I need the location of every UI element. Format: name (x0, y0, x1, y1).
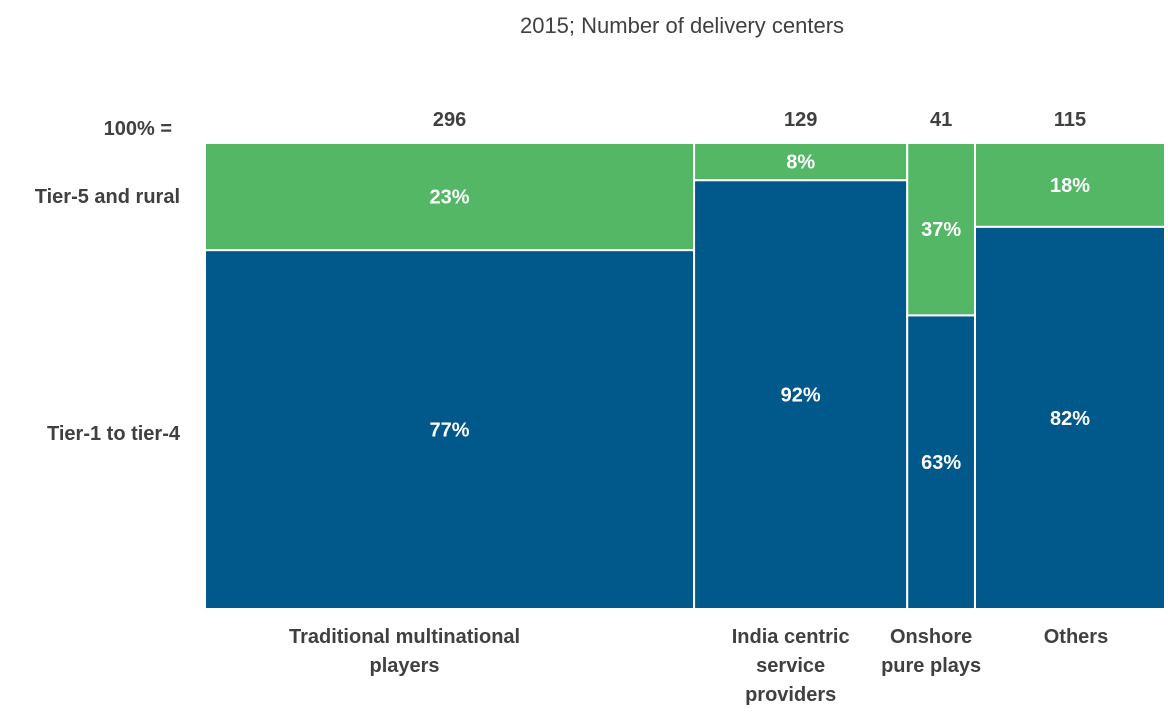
row-label-tier5-rural: Tier-5 and rural (35, 186, 180, 208)
segment-label-onshore-pure-plays-tier-5-and-rural: 37% (921, 219, 961, 241)
segment-traditional-multinational-players-tier-5-and-rural (204, 142, 696, 252)
total-label-india-centric-service-providers: 129 (784, 109, 817, 131)
segment-others-tier-1-to-tier-4 (973, 225, 1166, 610)
total-label-traditional-multinational-players: 296 (433, 109, 466, 131)
mekko-marks: 296 23% 77% Traditional multinational player… (204, 109, 1166, 706)
segment-label-others-tier-1-to-tier-4: 82% (1050, 408, 1090, 430)
segment-label-traditional-multinational-players-tier-5-and-rural: 23% (430, 187, 470, 209)
chart-subtitle: 2015; Number of delivery centers (520, 13, 844, 38)
category-label-traditional-multinational-players: Traditional multinational players (289, 626, 520, 677)
row-label-tier1-tier4: Tier-1 to tier-4 (47, 423, 181, 445)
segment-label-traditional-multinational-players-tier-1-to-tier-4: 77% (430, 420, 470, 442)
category-label-onshore-pure-plays: Onshore pure plays (881, 626, 981, 677)
segment-label-others-tier-5-and-rural: 18% (1050, 175, 1090, 197)
total-label-others: 115 (1054, 109, 1086, 131)
segment-india-centric-service-providers-tier-1-to-tier-4 (693, 179, 909, 610)
totals-prefix-label: 100% = (104, 118, 172, 140)
segment-label-onshore-pure-plays-tier-1-to-tier-4: 63% (921, 452, 961, 474)
segment-onshore-pure-plays-tier-1-to-tier-4 (906, 314, 976, 610)
segment-label-india-centric-service-providers-tier-5-and-rural: 8% (786, 152, 815, 174)
segment-label-india-centric-service-providers-tier-1-to-tier-4: 92% (781, 385, 821, 407)
category-label-others: Others (1044, 626, 1108, 648)
total-label-onshore-pure-plays: 41 (930, 109, 952, 131)
category-label-india-centric-service-providers: India centric service providers (732, 626, 850, 706)
segment-traditional-multinational-players-tier-1-to-tier-4 (204, 249, 696, 610)
